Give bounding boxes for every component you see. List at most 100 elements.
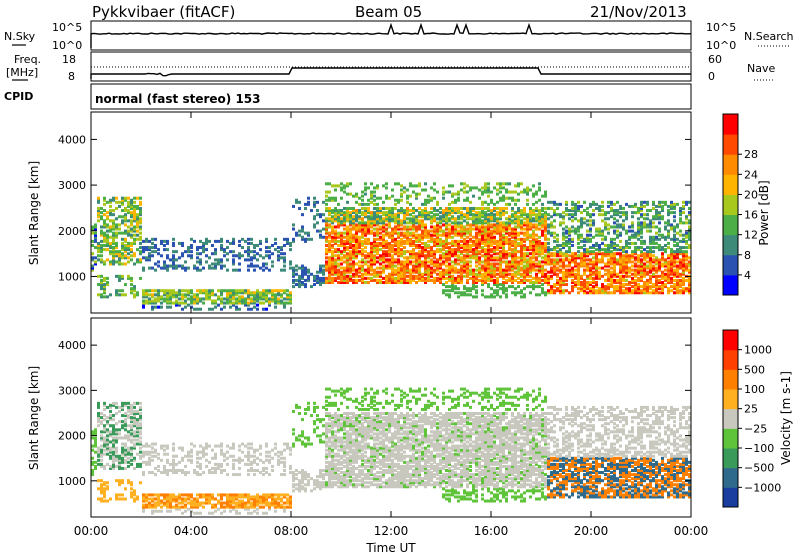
power-cell	[553, 211, 556, 215]
power-cell	[589, 204, 592, 208]
power-cell	[364, 276, 367, 280]
power-cell	[442, 217, 445, 221]
power-cell	[511, 254, 514, 258]
power-cell	[583, 278, 586, 282]
power-cell	[367, 211, 370, 215]
power-cell	[604, 243, 607, 247]
power-cell	[400, 262, 403, 266]
power-cell	[379, 241, 382, 245]
power-cell	[295, 200, 298, 204]
power-cell	[640, 200, 643, 204]
power-cell	[409, 194, 412, 198]
power-cell	[472, 206, 475, 210]
power-cell	[628, 237, 631, 241]
power-cell	[481, 225, 484, 229]
power-cell	[655, 276, 658, 280]
power-cell	[106, 211, 109, 215]
power-cell	[304, 237, 307, 241]
power-cell	[535, 227, 538, 231]
power-cell	[430, 246, 433, 250]
colorbar-tick: 24	[744, 168, 758, 181]
power-cell	[484, 188, 487, 192]
power-cell	[106, 276, 109, 280]
power-cell	[364, 186, 367, 190]
power-cell	[673, 239, 676, 243]
power-cell	[202, 241, 205, 245]
power-cell	[571, 237, 574, 241]
power-cell	[253, 297, 256, 301]
power-cell	[199, 252, 202, 256]
power-cell	[331, 250, 334, 254]
power-cell	[220, 297, 223, 301]
power-cell	[526, 190, 529, 194]
power-cell	[412, 260, 415, 264]
power-cell	[619, 278, 622, 282]
power-cell	[463, 198, 466, 202]
power-cell	[136, 213, 139, 217]
power-cell	[205, 239, 208, 243]
power-cell	[643, 272, 646, 276]
power-cell	[568, 260, 571, 264]
power-cell	[577, 200, 580, 204]
velocity-cell	[100, 450, 103, 454]
power-cell	[544, 272, 547, 276]
power-cell	[379, 221, 382, 225]
power-cell	[445, 215, 448, 219]
power-cell	[487, 188, 490, 192]
power-cell	[430, 270, 433, 274]
power-cell	[571, 272, 574, 276]
power-cell	[358, 237, 361, 241]
power-cell	[370, 256, 373, 260]
power-cell	[247, 268, 250, 272]
power-cell	[562, 241, 565, 245]
power-cell	[682, 260, 685, 264]
power-cell	[337, 243, 340, 247]
power-cell	[613, 270, 616, 274]
power-cell	[631, 254, 634, 258]
power-cell	[472, 280, 475, 284]
power-cell	[649, 252, 652, 256]
power-cell	[130, 223, 133, 227]
power-cell	[526, 266, 529, 270]
power-cell	[106, 248, 109, 252]
power-cell	[595, 276, 598, 280]
power-cell	[187, 254, 190, 258]
power-cell	[688, 213, 691, 217]
power-cell	[97, 200, 100, 204]
power-cell	[502, 248, 505, 252]
power-cell	[349, 211, 352, 215]
power-cell	[427, 233, 430, 237]
power-cell	[118, 215, 121, 219]
power-cell	[646, 250, 649, 254]
power-cell	[337, 270, 340, 274]
power-cell	[679, 233, 682, 237]
power-cell	[424, 209, 427, 213]
power-cell	[499, 213, 502, 217]
power-cell	[112, 262, 115, 266]
power-cell	[352, 252, 355, 256]
power-cell	[439, 225, 442, 229]
power-cell	[241, 237, 244, 241]
power-cell	[430, 198, 433, 202]
power-cell	[652, 239, 655, 243]
power-cell	[361, 190, 364, 194]
power-cell	[646, 252, 649, 256]
power-cell	[589, 227, 592, 231]
power-cell	[208, 293, 211, 297]
power-cell	[196, 297, 199, 301]
power-cell	[472, 248, 475, 252]
power-cell	[487, 215, 490, 219]
velocity-cell	[100, 416, 103, 420]
ytick-label: 4000	[58, 133, 86, 146]
power-cell	[334, 248, 337, 252]
power-cell	[232, 260, 235, 264]
power-cell	[379, 270, 382, 274]
power-cell	[670, 227, 673, 231]
power-cell	[166, 301, 169, 305]
power-cell	[229, 291, 232, 295]
power-cell	[454, 229, 457, 233]
power-cell	[592, 276, 595, 280]
power-cell	[451, 264, 454, 268]
power-cell	[184, 299, 187, 303]
power-cell	[247, 307, 250, 311]
